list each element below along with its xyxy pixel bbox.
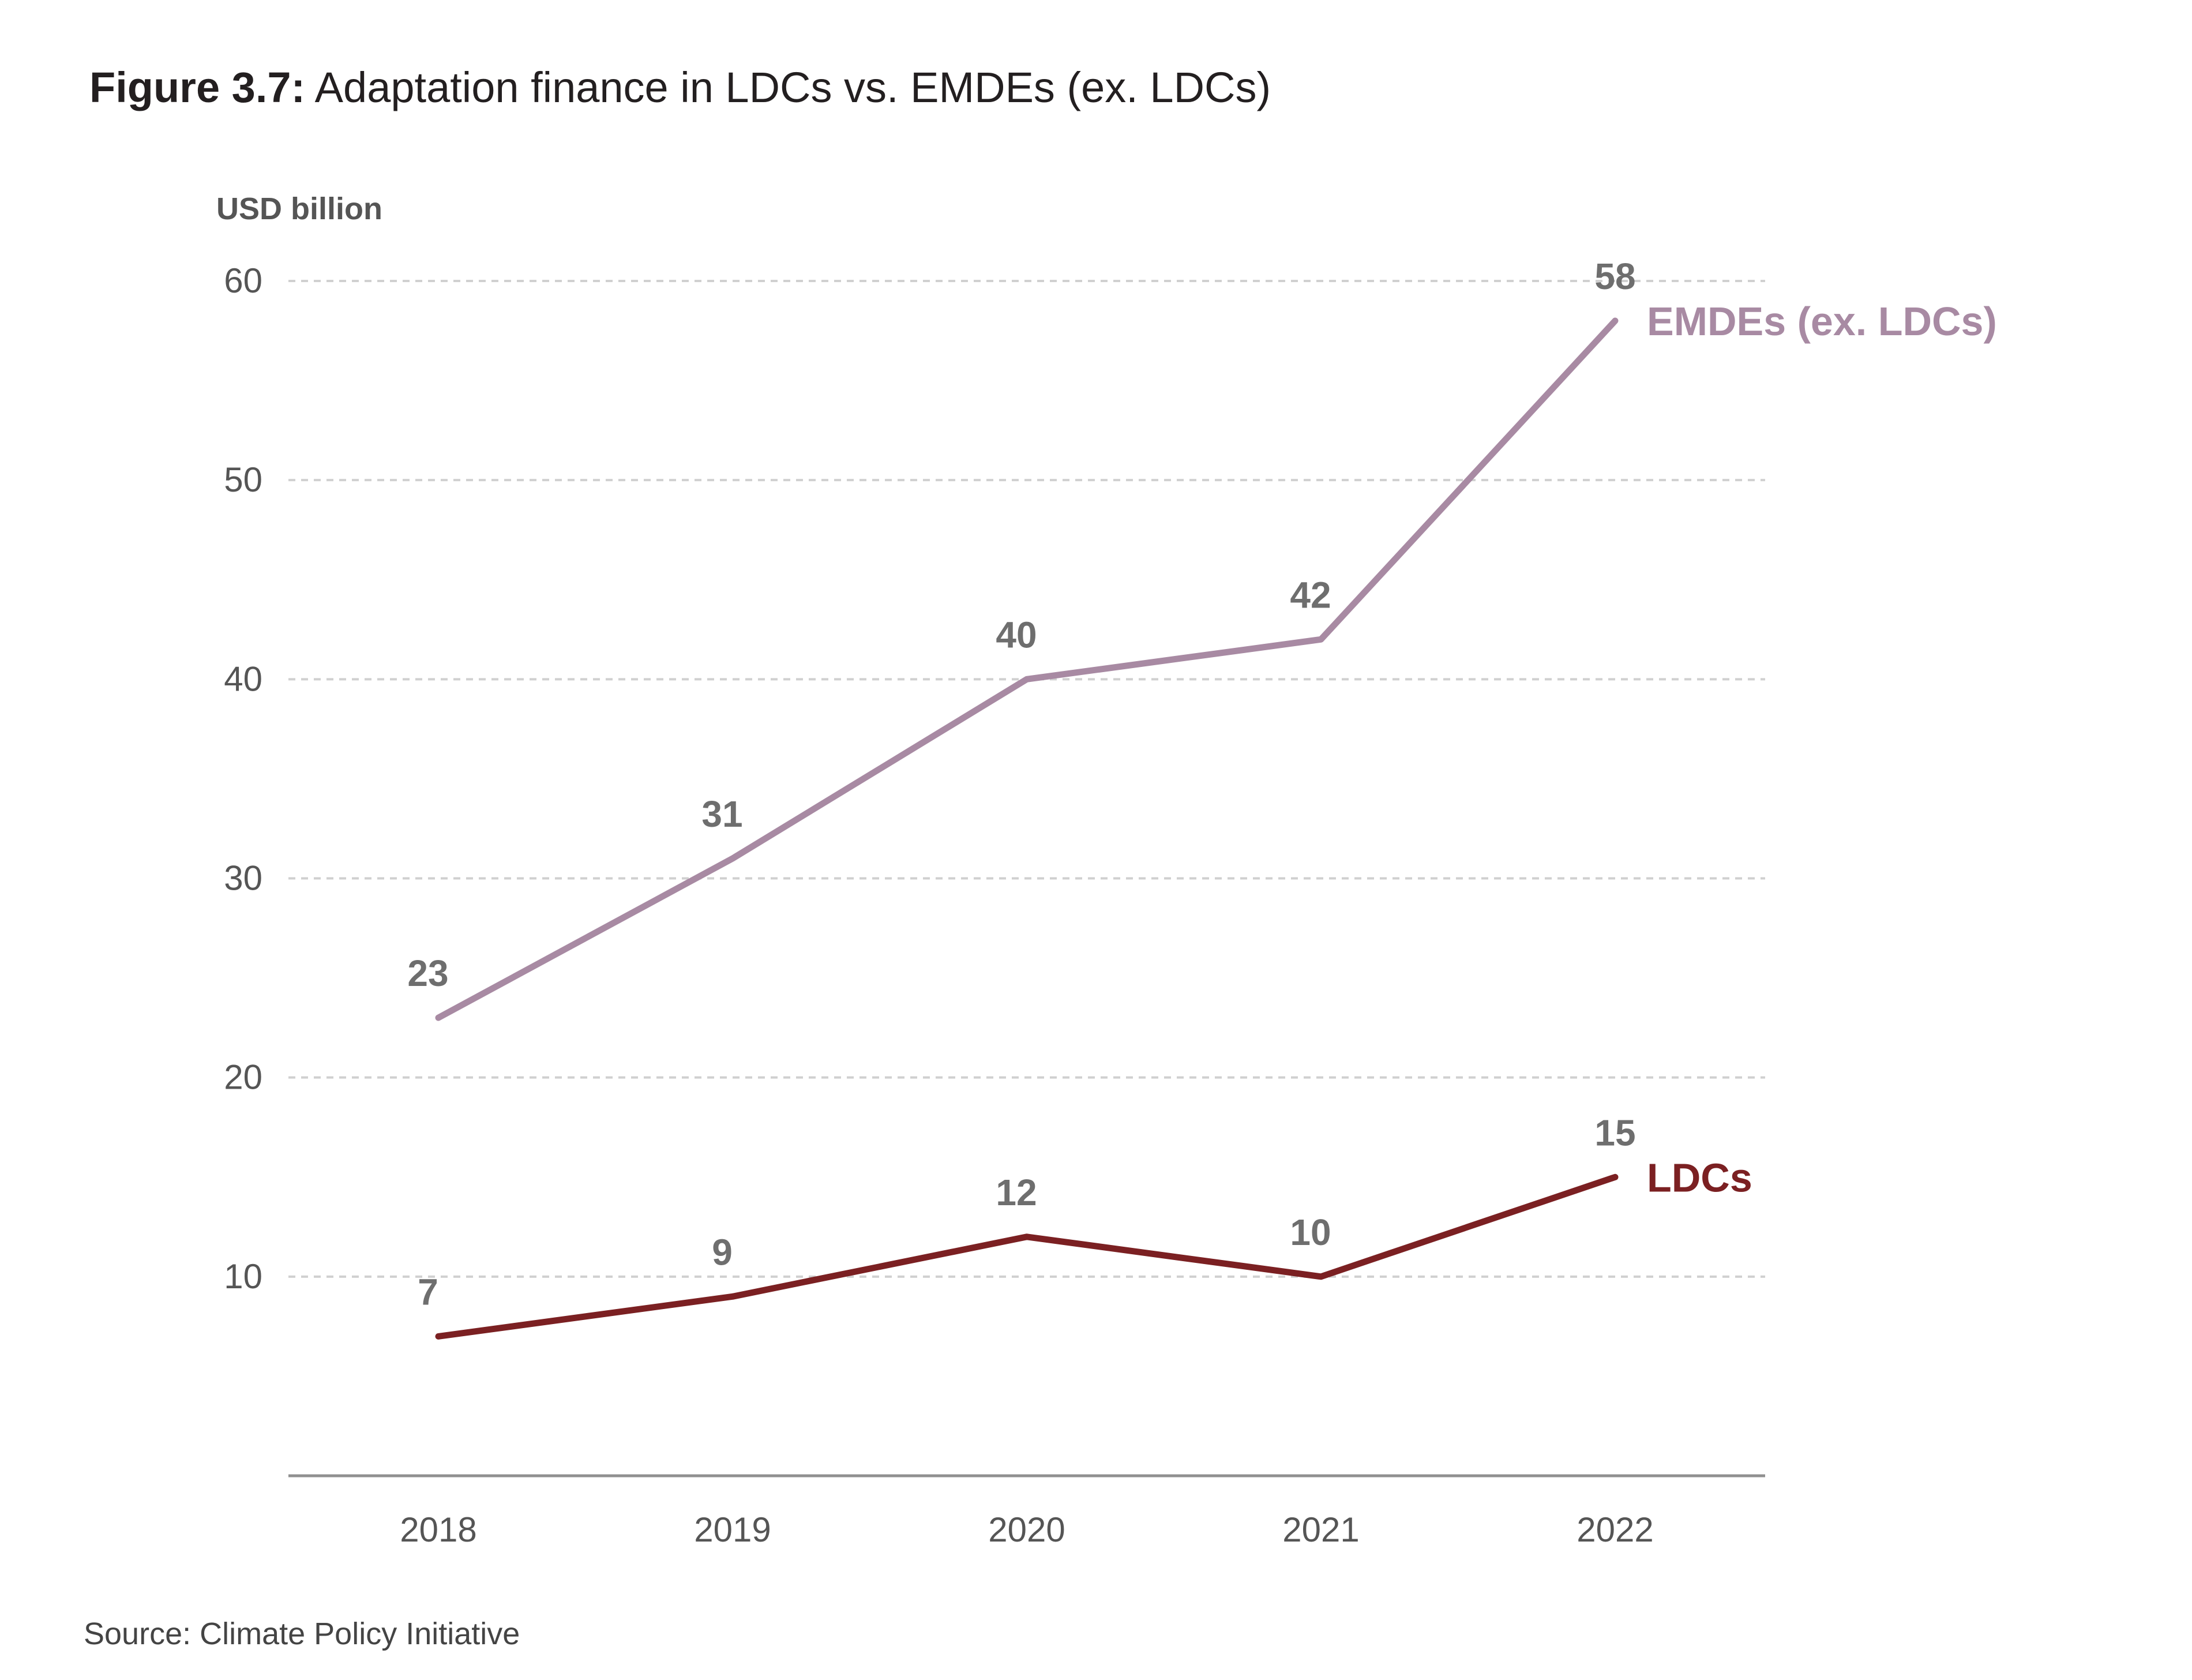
- y-tick-label: 20: [224, 1058, 262, 1097]
- y-tick-label: 50: [224, 460, 262, 499]
- data-point: [1024, 676, 1030, 682]
- series: [435, 317, 1619, 1340]
- data-label: 15: [1594, 1112, 1635, 1153]
- y-axis-label: USD billion: [216, 192, 382, 226]
- x-tick-label: 2018: [400, 1510, 476, 1549]
- data-label: 42: [1290, 574, 1331, 616]
- gridlines: [288, 280, 1765, 1278]
- data-point: [436, 1015, 441, 1021]
- figure-title-text: Adaptation finance in LDCs vs. EMDEs (ex…: [305, 63, 1271, 111]
- data-point: [1024, 1233, 1030, 1240]
- source-note: Source: Climate Policy Initiative: [84, 1617, 520, 1651]
- axes: USD billion 10 20 30 40 50 60 2018 2019 2020 2021 2…: [216, 192, 1765, 1549]
- series-label: LDCs: [1647, 1155, 1752, 1200]
- data-label: 12: [996, 1172, 1037, 1213]
- series-label: EMDEs (ex. LDCs): [1647, 299, 1997, 344]
- data-point: [730, 1293, 735, 1300]
- data-labels: 23 31 40 42 58 EMDEs (ex. LDCs) 7 9 12 10 15 LDCs: [407, 256, 1996, 1312]
- y-tick-label: 10: [224, 1257, 262, 1296]
- data-label: 7: [418, 1271, 438, 1312]
- data-label: 58: [1594, 256, 1635, 297]
- data-point: [730, 855, 735, 861]
- figure-label: Figure 3.7:: [89, 63, 306, 111]
- x-tick-label: 2022: [1577, 1510, 1653, 1549]
- x-tick-label: 2021: [1282, 1510, 1359, 1549]
- y-tick-label: 60: [224, 261, 262, 300]
- x-tick-label: 2019: [694, 1510, 771, 1549]
- data-label: 23: [407, 952, 448, 994]
- data-label: 10: [1290, 1212, 1331, 1253]
- data-point: [1612, 318, 1618, 324]
- data-label: 9: [712, 1231, 733, 1273]
- figure-title: Figure 3.7: Adaptation finance in LDCs v…: [89, 62, 1271, 114]
- y-tick-label: 30: [224, 859, 262, 898]
- data-point: [1318, 636, 1324, 643]
- y-tick-label: 40: [224, 659, 262, 698]
- data-label: 40: [996, 614, 1037, 655]
- data-label: 31: [701, 793, 742, 835]
- x-tick-label: 2020: [988, 1510, 1065, 1549]
- data-point: [436, 1333, 441, 1340]
- data-point: [1612, 1174, 1618, 1180]
- series-line-emdes: [435, 317, 1619, 1021]
- data-point: [1318, 1273, 1324, 1280]
